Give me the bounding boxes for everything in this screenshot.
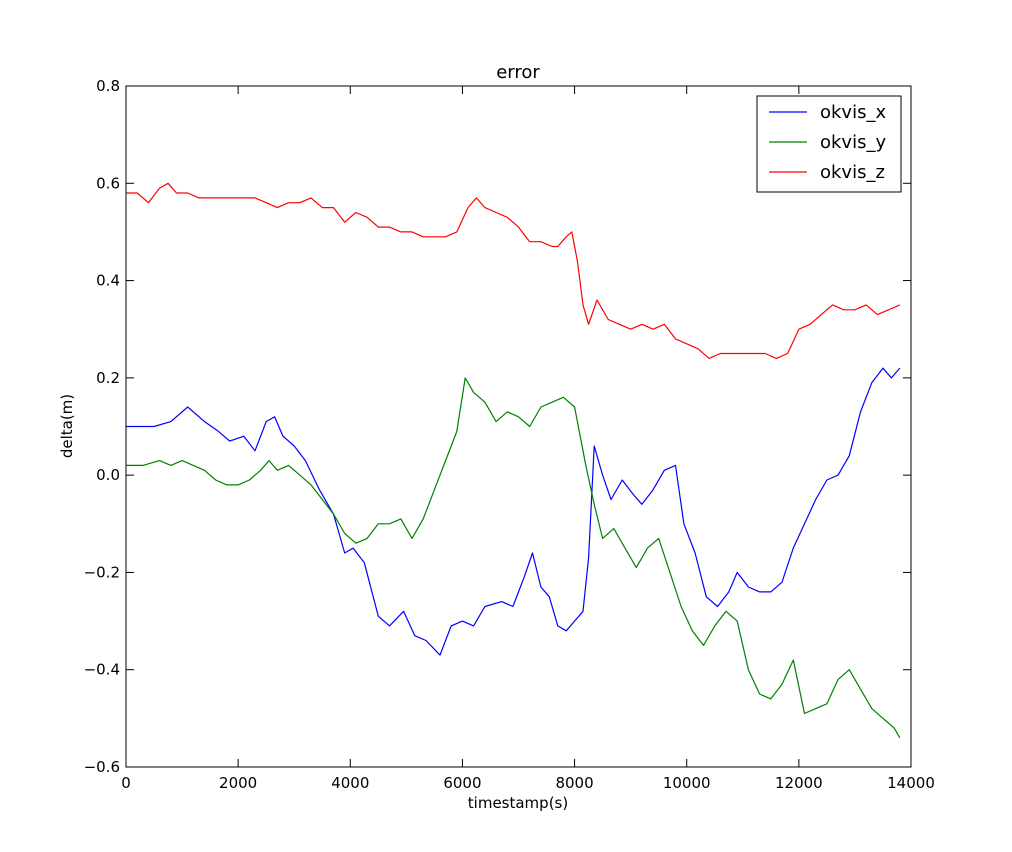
y-axis-label: delta(m) (58, 394, 76, 458)
x-tick-label: 10000 (663, 774, 711, 792)
x-axis-label: timestamp(s) (468, 794, 568, 812)
x-tick-label: 6000 (443, 774, 481, 792)
y-tick-label: 0.8 (96, 77, 120, 95)
ticks-layer: 0 2000 4000 6000 8000 10000 12000 14000 −0.6 −0.4… (84, 77, 935, 792)
y-tick-label: −0.6 (84, 758, 120, 776)
x-tick-label: 12000 (775, 774, 823, 792)
series-line-okvis_z (126, 182, 901, 359)
y-tick-label: 0.4 (96, 272, 120, 290)
y-tick-label: 0.2 (96, 369, 120, 387)
legend: okvis_x okvis_y okvis_z (756, 95, 902, 193)
legend-label-okvis_x: okvis_x (820, 102, 886, 123)
chart-title: error (496, 62, 540, 83)
x-tick-label: 8000 (555, 774, 593, 792)
y-tick-label: −0.4 (84, 661, 120, 679)
plot-area-frame (125, 85, 912, 768)
y-tick-label: −0.2 (84, 563, 120, 581)
x-tick-label: 14000 (887, 774, 935, 792)
legend-label-okvis_z: okvis_z (820, 162, 885, 183)
y-tick-label: 0.6 (96, 174, 120, 192)
series-layer (126, 182, 901, 739)
x-tick-label: 2000 (219, 774, 257, 792)
series-line-okvis_x (126, 367, 901, 656)
x-tick-label: 4000 (331, 774, 369, 792)
x-tick-label: 0 (121, 774, 131, 792)
series-line-okvis_y (126, 377, 901, 739)
y-tick-label: 0.0 (96, 466, 120, 484)
legend-label-okvis_y: okvis_y (820, 132, 886, 153)
